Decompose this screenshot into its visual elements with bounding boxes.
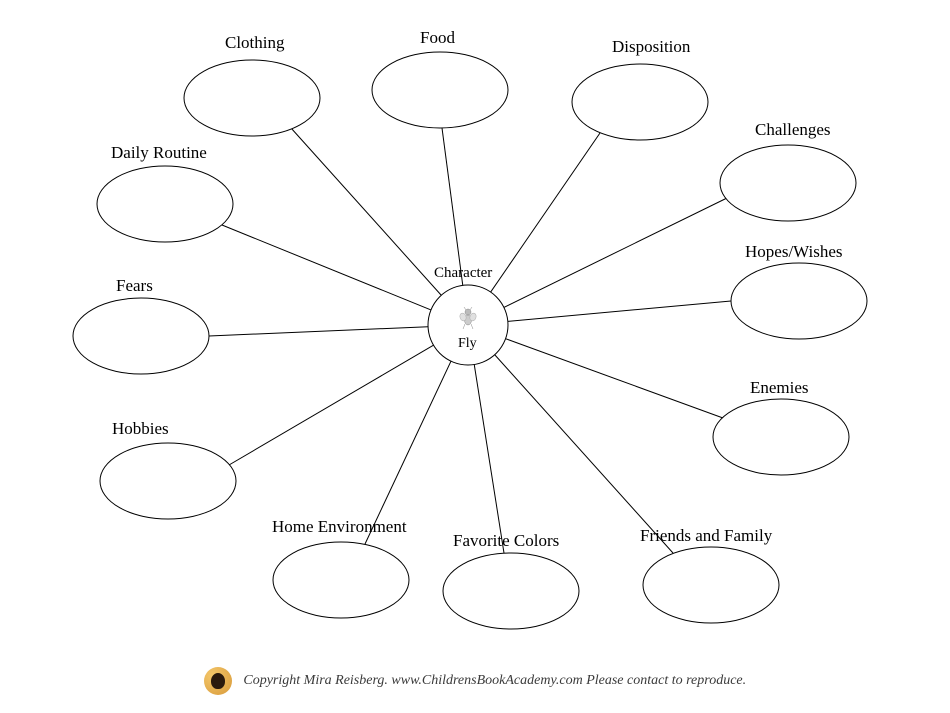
- footer: Copyright Mira Reisberg. www.ChildrensBo…: [0, 667, 950, 695]
- label-hobbies: Hobbies: [112, 419, 169, 439]
- center-label-bottom: Fly: [458, 336, 477, 352]
- mindmap-svg: [0, 0, 950, 713]
- label-challenges: Challenges: [755, 120, 831, 140]
- label-disposition: Disposition: [612, 37, 690, 57]
- label-home-env: Home Environment: [272, 517, 407, 537]
- label-friends-family: Friends and Family: [640, 526, 772, 546]
- center-label-top: Character: [434, 265, 492, 282]
- label-food: Food: [420, 28, 455, 48]
- label-daily-routine: Daily Routine: [111, 143, 207, 163]
- label-favorite-colors: Favorite Colors: [453, 531, 559, 551]
- label-hopes: Hopes/Wishes: [745, 242, 843, 262]
- bear-logo-icon: [204, 667, 232, 695]
- footer-text: Copyright Mira Reisberg. www.ChildrensBo…: [243, 673, 746, 688]
- label-enemies: Enemies: [750, 378, 809, 398]
- label-fears: Fears: [116, 276, 153, 296]
- label-clothing: Clothing: [225, 33, 285, 53]
